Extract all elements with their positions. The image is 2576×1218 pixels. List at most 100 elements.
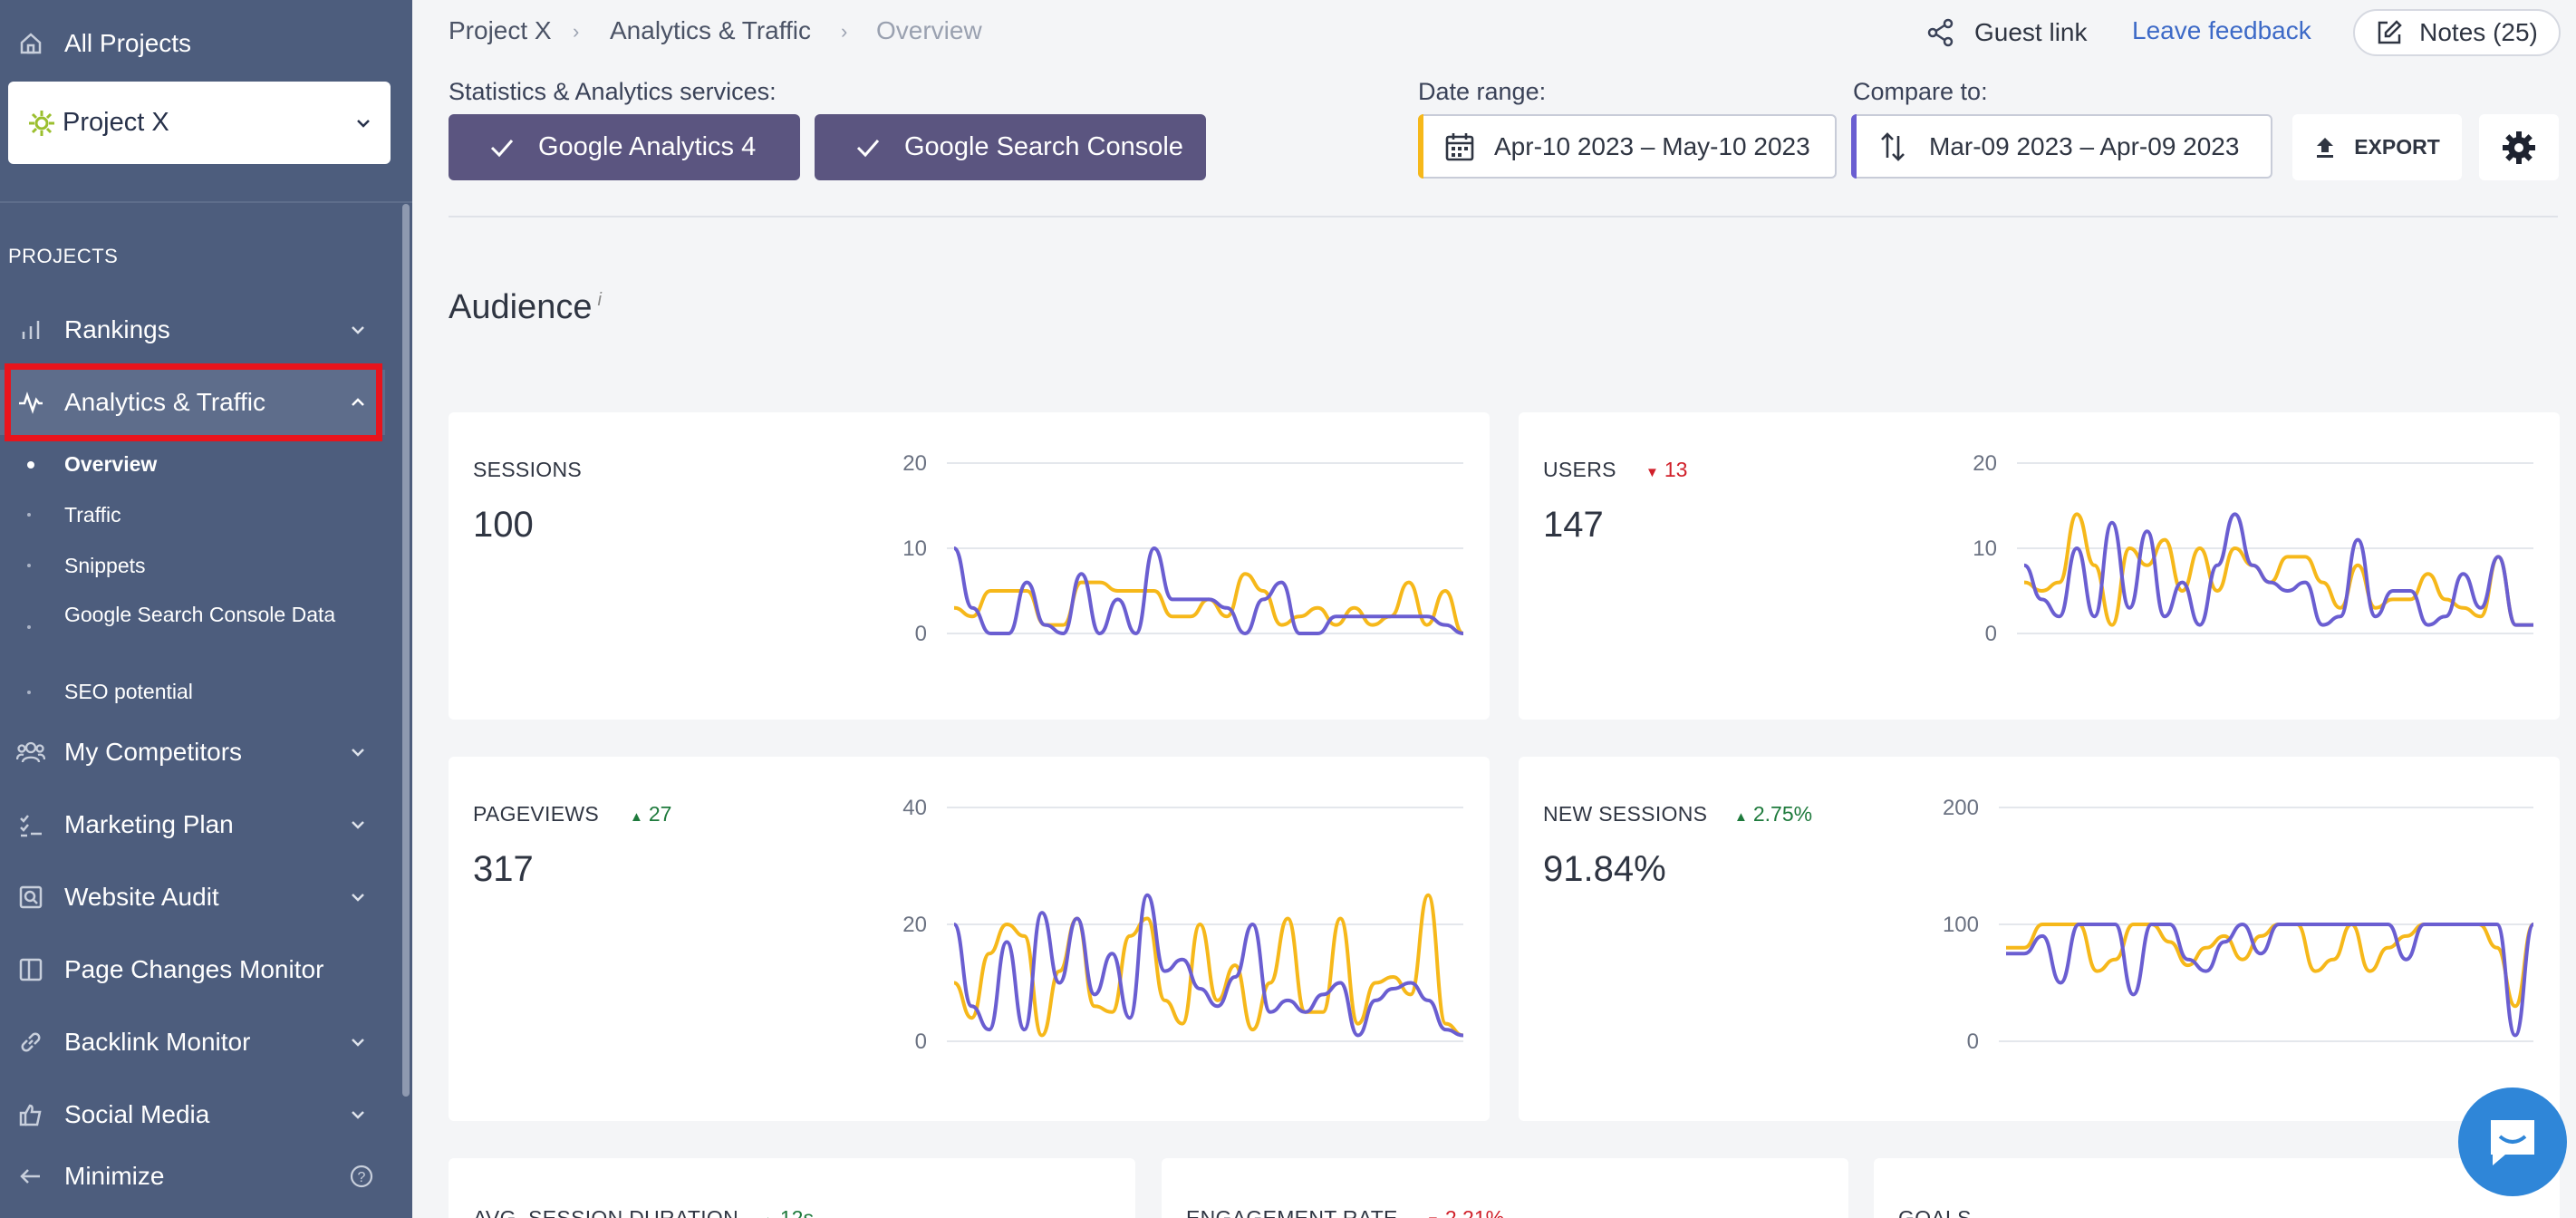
metric-change: ▲ 12s (761, 1206, 814, 1218)
calendar-icon (1443, 130, 1476, 163)
metric-change-value: 12s (779, 1206, 814, 1218)
y-tick-label: 20 (1973, 451, 1997, 476)
metric-change-value: 2.75% (1752, 802, 1813, 826)
breadcrumb-separator-icon: › (841, 20, 848, 43)
bullet-icon (27, 691, 31, 694)
all-projects-label: All Projects (64, 29, 192, 57)
notes-button[interactable]: Notes (25) (2353, 9, 2561, 56)
sidebar-subitem-gsc-data[interactable]: Google Search Console Data (64, 603, 336, 626)
services-label: Statistics & Analytics services: (449, 78, 777, 105)
export-button[interactable]: EXPORT (2292, 114, 2462, 180)
chevron-down-icon (344, 884, 371, 911)
minimize-button[interactable]: Minimize ? (0, 1144, 412, 1209)
link-icon (16, 1028, 45, 1057)
metric-card-users[interactable]: USERS ▼ 13 147 0 10 20 (1519, 412, 2560, 720)
info-icon[interactable]: i (597, 290, 602, 311)
arrow-left-icon (16, 1162, 45, 1191)
triangle-up-icon: ▲ (761, 1213, 775, 1218)
y-tick-label: 100 (1943, 913, 1979, 937)
chevron-down-icon (344, 1101, 371, 1128)
metric-card-goals[interactable]: GOALS (1874, 1158, 2560, 1218)
sidebar-section-title: PROJECTS (8, 245, 119, 267)
y-tick-label: 0 (915, 622, 927, 646)
service-google-search-console-toggle[interactable]: Google Search Console (815, 114, 1206, 180)
sidebar-item-rankings[interactable]: Rankings (0, 297, 399, 362)
metric-card-new-sessions[interactable]: NEW SESSIONS ▲ 2.75% 91.84% 0 100 200 (1519, 757, 2560, 1121)
y-tick-label: 20 (902, 913, 927, 937)
chevron-down-icon (352, 112, 374, 134)
metric-title: AVG. SESSION DURATION (473, 1206, 738, 1218)
share-icon (1925, 17, 1956, 48)
y-tick-label: 0 (1985, 622, 1997, 646)
metric-card-sessions[interactable]: SESSIONS 100 0 10 20 (449, 412, 1490, 720)
chat-icon (2484, 1115, 2542, 1171)
metric-change: ▼ 13 (1645, 458, 1687, 482)
sidebar-item-label: My Competitors (64, 738, 243, 766)
compare-range-picker[interactable]: Mar-09 2023 – Apr-09 2023 (1851, 114, 2272, 179)
section-title: Audience i (449, 288, 602, 327)
metric-card-avg-session-duration[interactable]: AVG. SESSION DURATION ▲ 12s (449, 1158, 1135, 1218)
series-line-previous (2023, 512, 2533, 627)
edit-icon (2376, 19, 2403, 46)
sidebar-item-analytics-traffic[interactable]: Analytics & Traffic (0, 370, 385, 435)
sidebar-item-page-changes-monitor[interactable]: Page Changes Monitor (0, 937, 399, 1002)
metric-value: 317 (473, 849, 534, 889)
sidebar-scrollbar[interactable] (402, 204, 410, 1097)
export-label: EXPORT (2354, 135, 2440, 159)
metric-change: ▲ 2.75% (1734, 802, 1812, 826)
help-icon[interactable]: ? (349, 1164, 374, 1189)
date-range-accent (1418, 114, 1423, 179)
sidebar-item-social-media[interactable]: Social Media (0, 1082, 399, 1147)
swap-icon (1878, 130, 1907, 163)
metric-card-engagement-rate[interactable]: ENGAGEMENT RATE ▼ 2.21% (1162, 1158, 1848, 1218)
service-google-analytics-toggle[interactable]: Google Analytics 4 (449, 114, 800, 180)
guest-link-label: Guest link (1974, 18, 2088, 46)
metric-change-value: 2.21% (1444, 1206, 1505, 1218)
bullet-icon (27, 513, 31, 517)
date-range-label: Date range: (1418, 78, 1547, 105)
breadcrumb-analytics[interactable]: Analytics & Traffic (610, 16, 812, 44)
sidebar: All Projects Project X PROJECTS Rankings… (0, 0, 412, 1218)
sidebar-item-label: Backlink Monitor (64, 1028, 251, 1056)
sidebar-item-website-audit[interactable]: Website Audit (0, 865, 399, 930)
chevron-down-icon (344, 811, 371, 838)
sidebar-subitem-seo-potential[interactable]: SEO potential (64, 680, 193, 703)
series-line-current (2023, 512, 2533, 627)
y-tick-label: 200 (1943, 796, 1979, 820)
all-projects-link[interactable]: All Projects (0, 11, 399, 76)
sidebar-subitem-traffic[interactable]: Traffic (64, 503, 121, 527)
metric-change: ▲ 27 (630, 802, 671, 826)
metric-change: ▼ 2.21% (1426, 1206, 1504, 1218)
thumbs-up-icon (16, 1100, 45, 1129)
y-tick-label: 10 (1973, 536, 1997, 561)
project-selector[interactable]: Project X (8, 82, 391, 164)
bullet-icon (27, 461, 34, 469)
y-tick-label: 10 (902, 536, 927, 561)
metric-change-value: 27 (648, 802, 672, 826)
metric-change-value: 13 (1664, 458, 1688, 481)
sidebar-item-backlink-monitor[interactable]: Backlink Monitor (0, 1010, 399, 1075)
highlight-box (5, 363, 382, 441)
checklist-icon (16, 810, 45, 839)
breadcrumb-project[interactable]: Project X (449, 16, 552, 44)
metric-card-pageviews[interactable]: PAGEVIEWS ▲ 27 317 0 20 40 (449, 757, 1490, 1121)
notes-label: Notes (25) (2419, 18, 2538, 46)
minimize-label: Minimize (64, 1162, 165, 1190)
sidebar-item-marketing-plan[interactable]: Marketing Plan (0, 792, 399, 857)
pageviews-line-chart: 0 20 40 (902, 796, 1464, 1054)
guest-link-button[interactable]: Guest link (1925, 13, 2088, 53)
bullet-icon (27, 625, 31, 629)
svg-text:?: ? (358, 1170, 366, 1185)
bullet-icon (27, 564, 31, 567)
settings-button[interactable] (2479, 114, 2559, 180)
sessions-line-chart: 0 10 20 (902, 451, 1464, 646)
chevron-down-icon (344, 316, 371, 343)
users-icon (16, 738, 45, 767)
date-range-picker[interactable]: Apr-10 2023 – May-10 2023 (1418, 114, 1837, 179)
chat-button[interactable] (2458, 1088, 2567, 1196)
sidebar-item-my-competitors[interactable]: My Competitors (0, 720, 399, 785)
sidebar-subitem-overview[interactable]: Overview (64, 452, 158, 476)
leave-feedback-link[interactable]: Leave feedback (2132, 16, 2311, 44)
sidebar-subitem-snippets[interactable]: Snippets (64, 554, 146, 577)
gear-icon (2501, 130, 2537, 166)
